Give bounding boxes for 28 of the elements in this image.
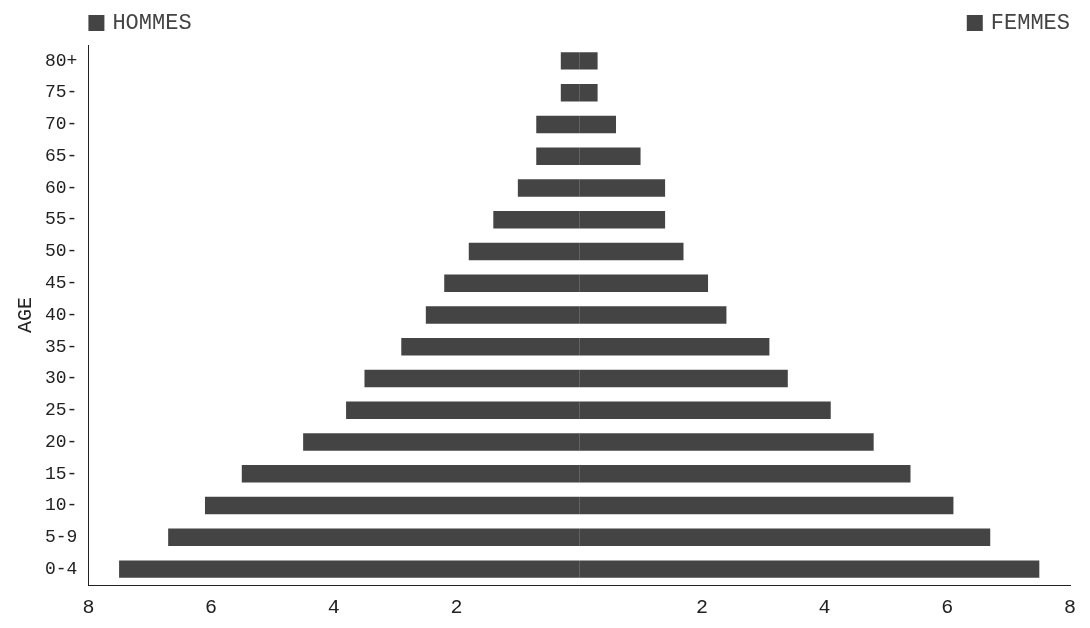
y-tick-label: 60- [45,177,78,198]
y-tick-label: 75- [45,82,78,103]
y-tick-label: 45- [45,273,78,293]
y-tick-label: 5-9 [45,527,78,548]
x-tick-label: 4 [327,596,340,620]
y-tick-label: 15- [45,463,78,484]
y-tick-label: 70- [45,114,78,135]
y-tick-label: 20- [45,431,78,452]
x-tick-label: 8 [82,596,95,620]
y-tick-label: 40- [45,304,78,325]
x-tick-label: 4 [818,596,831,620]
y-tick-label: 50- [45,241,78,262]
y-tick-label: 30- [45,368,78,389]
x-tick-label: 6 [941,596,954,620]
legend-label: HOMMES [112,10,192,36]
x-tick-label: 8 [1063,596,1077,620]
y-tick-label: 55- [45,209,78,230]
x-tick-label: 6 [205,596,218,620]
x-tick-label: 2 [695,596,708,620]
y-tick-label: 35- [45,336,78,357]
x-tick-label: 2 [450,596,463,620]
legend-label: FEMMES [990,10,1071,36]
y-tick-label: 80+ [45,50,78,71]
y-tick-label: 25- [45,400,78,421]
y-tick-label: 0-4 [45,558,78,579]
y-tick-label: 10- [45,495,78,516]
y-tick-label: 65- [45,145,78,166]
y-axis-title: AGE [14,296,38,334]
